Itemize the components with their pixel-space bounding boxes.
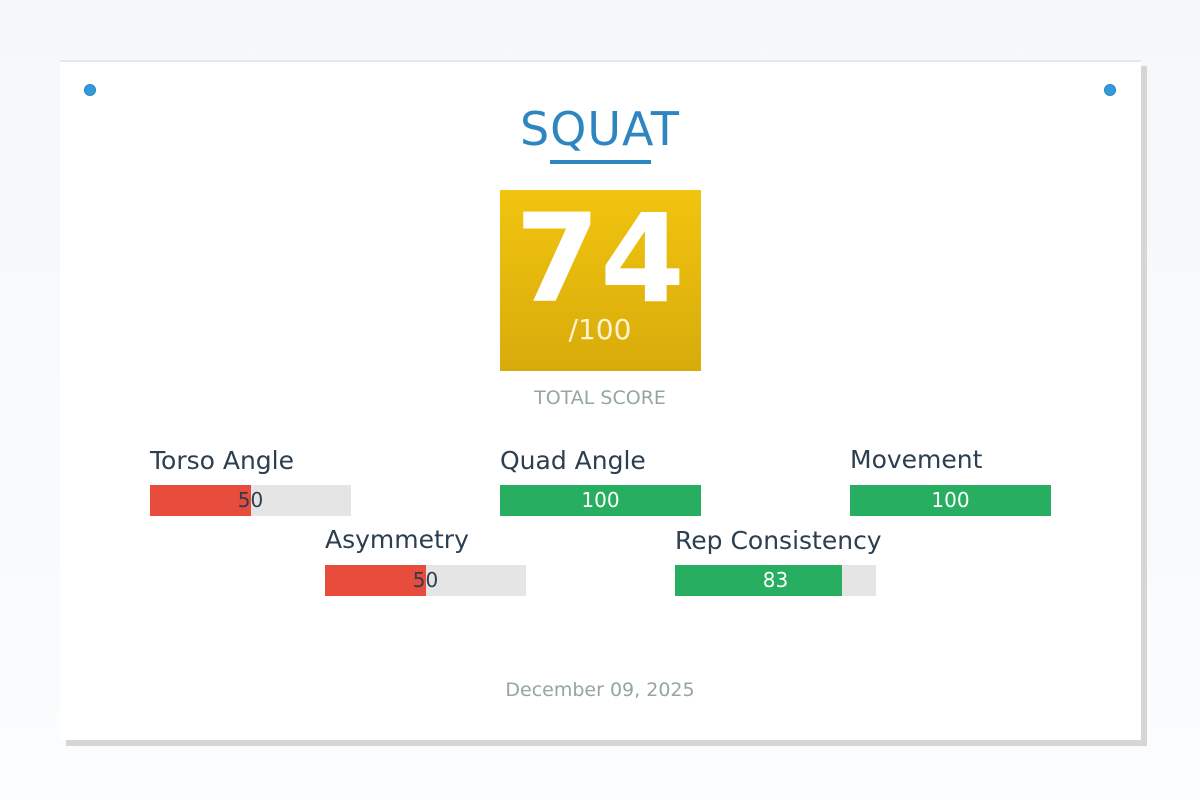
metric-bar-fill (325, 565, 426, 596)
metric-bar-torso-angle: 50 (150, 485, 351, 516)
metric-value: 83 (762, 568, 789, 592)
metric-label-asymmetry: Asymmetry (325, 525, 469, 554)
title-underline (550, 160, 651, 164)
metric-value: 100 (581, 488, 620, 512)
metric-bar-fill (150, 485, 251, 516)
metric-bar-rep-consistency: 83 (675, 565, 876, 596)
total-score-caption: TOTAL SCORE (534, 387, 666, 409)
total-score-max: /100 (568, 313, 632, 346)
metric-bar-fill (500, 485, 701, 516)
metric-label-torso-angle: Torso Angle (150, 446, 295, 475)
exercise-title: SQUAT (519, 102, 681, 156)
metric-label-rep-consistency: Rep Consistency (675, 526, 882, 555)
metric-label-movement: Movement (850, 445, 983, 474)
metric-value: 100 (931, 488, 970, 512)
total-score-value: 74 (515, 188, 685, 330)
session-date: December 09, 2025 (505, 679, 695, 701)
corner-dot-right-icon (1104, 84, 1116, 96)
total-score-box (500, 190, 701, 371)
metric-label-quad-angle: Quad Angle (500, 446, 646, 475)
metric-bar-fill (850, 485, 1051, 516)
metric-value: 50 (237, 488, 264, 512)
corner-dot-left-icon (84, 84, 96, 96)
metric-bar-movement: 100 (850, 485, 1051, 516)
metric-value: 50 (412, 568, 439, 592)
metric-bar-quad-angle: 100 (500, 485, 701, 516)
score-card (60, 60, 1141, 740)
metric-bar-asymmetry: 50 (325, 565, 526, 596)
metric-bar-fill (675, 565, 842, 596)
